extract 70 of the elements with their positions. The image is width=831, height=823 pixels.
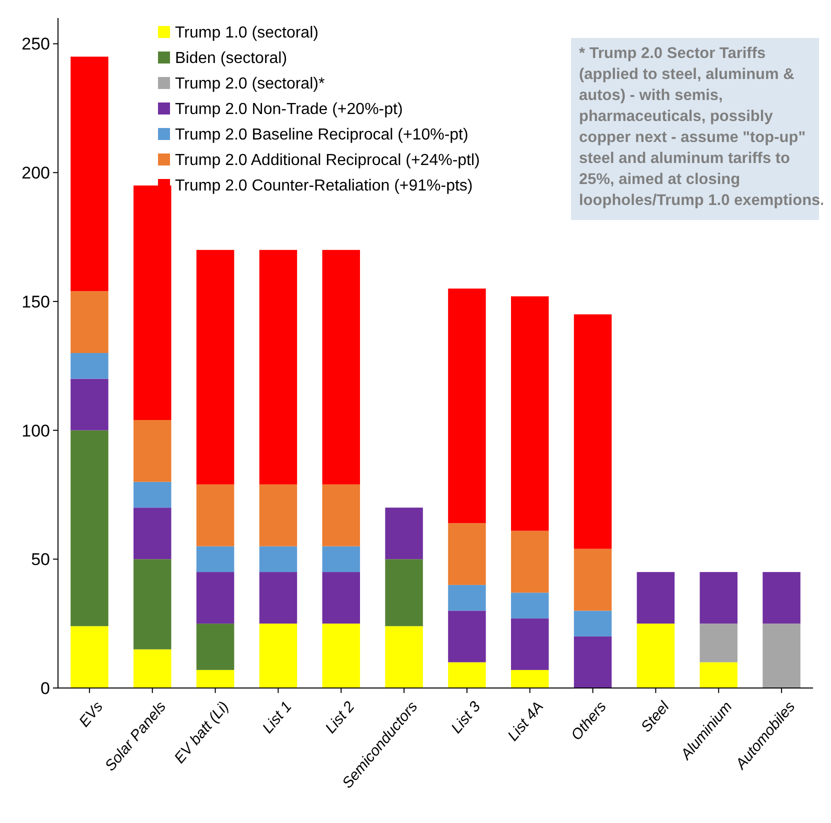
bar <box>259 250 298 484</box>
bar <box>134 559 172 650</box>
y-tick-label: 200 <box>22 164 50 183</box>
bar <box>259 546 298 572</box>
bar <box>511 530 549 593</box>
y-tick-label: 150 <box>22 292 50 312</box>
bar <box>574 610 612 636</box>
bar <box>259 484 298 546</box>
legend-label: Trump 2.0 Non-Trade (+20%-pt) <box>175 101 403 118</box>
bar <box>134 482 172 508</box>
bar <box>196 572 234 624</box>
bar <box>322 572 360 624</box>
bar <box>448 662 486 688</box>
bar <box>700 572 738 624</box>
bar <box>196 670 234 688</box>
bar <box>70 353 108 379</box>
bar <box>511 592 549 618</box>
y-tick-label: 50 <box>31 550 50 570</box>
bar <box>385 508 423 560</box>
y-tick-label: 0 <box>40 678 50 698</box>
x-tick-label: EV batt (Li) <box>171 698 232 767</box>
bar <box>448 523 486 585</box>
bar <box>322 546 360 572</box>
bar <box>134 508 172 560</box>
bar <box>511 296 549 531</box>
bar <box>511 618 549 670</box>
bar <box>259 624 298 688</box>
legend-label: Trump 2.0 Counter-Retaliation (+91%-pts) <box>175 178 473 195</box>
bar <box>322 624 360 688</box>
x-tick-label: List 3 <box>448 698 484 737</box>
bar <box>196 624 234 670</box>
bar <box>385 559 423 626</box>
bar <box>700 624 738 662</box>
bar <box>448 288 486 524</box>
bar <box>574 636 612 688</box>
legend-label: Biden (sectoral) <box>175 50 288 68</box>
bar <box>636 624 675 688</box>
legend-label: Trump 2.0 (sectoral)* <box>175 76 325 93</box>
bar <box>762 572 800 624</box>
bar <box>448 584 486 611</box>
bar <box>700 662 738 688</box>
y-tick-label: 100 <box>22 421 50 440</box>
legend-label: Trump 2.0 Baseline Reciprocal (+10%-pt) <box>175 126 468 144</box>
bar <box>448 610 486 662</box>
bar <box>70 56 108 292</box>
bar <box>134 420 172 482</box>
x-tick-label: EVs <box>76 698 107 730</box>
annotation: * Trump 2.0 Sector Tariffs (applied to steel, aluminum & autos) - with semis, pharmaceuticals, possibly copper next - assume "top-up" steel and aluminum tariffs to 25%, aimed at closing loopholes/Trump 1.0 exemptions. <box>579 45 824 209</box>
bar <box>322 250 360 484</box>
bar <box>196 250 234 484</box>
bar <box>70 291 108 353</box>
bar <box>196 484 234 546</box>
bar <box>574 548 612 611</box>
bar <box>762 624 800 688</box>
x-tick-label: List 1 <box>259 698 296 737</box>
bar <box>134 649 172 688</box>
legend-label: Trump 2.0 Additional Reciprocal (+24%-ptl) <box>175 152 480 170</box>
bar <box>574 314 612 549</box>
bar <box>322 484 360 546</box>
legend-label: Trump 1.0 (sectoral) <box>175 24 318 42</box>
bar <box>70 378 108 430</box>
bar <box>196 546 234 572</box>
bar <box>511 670 549 688</box>
bar <box>636 572 675 624</box>
bar <box>70 430 108 626</box>
bar <box>385 626 423 688</box>
x-tick-label: List 4A <box>504 698 547 744</box>
y-tick-label: 250 <box>22 34 50 54</box>
bar <box>70 626 108 688</box>
bar <box>259 572 298 624</box>
